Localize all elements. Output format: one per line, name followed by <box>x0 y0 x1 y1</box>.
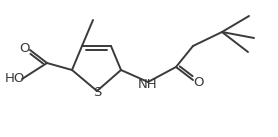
Text: O: O <box>194 75 204 89</box>
Text: HO: HO <box>5 72 25 85</box>
Text: NH: NH <box>138 79 158 92</box>
Text: S: S <box>93 86 101 99</box>
Text: O: O <box>19 42 29 55</box>
